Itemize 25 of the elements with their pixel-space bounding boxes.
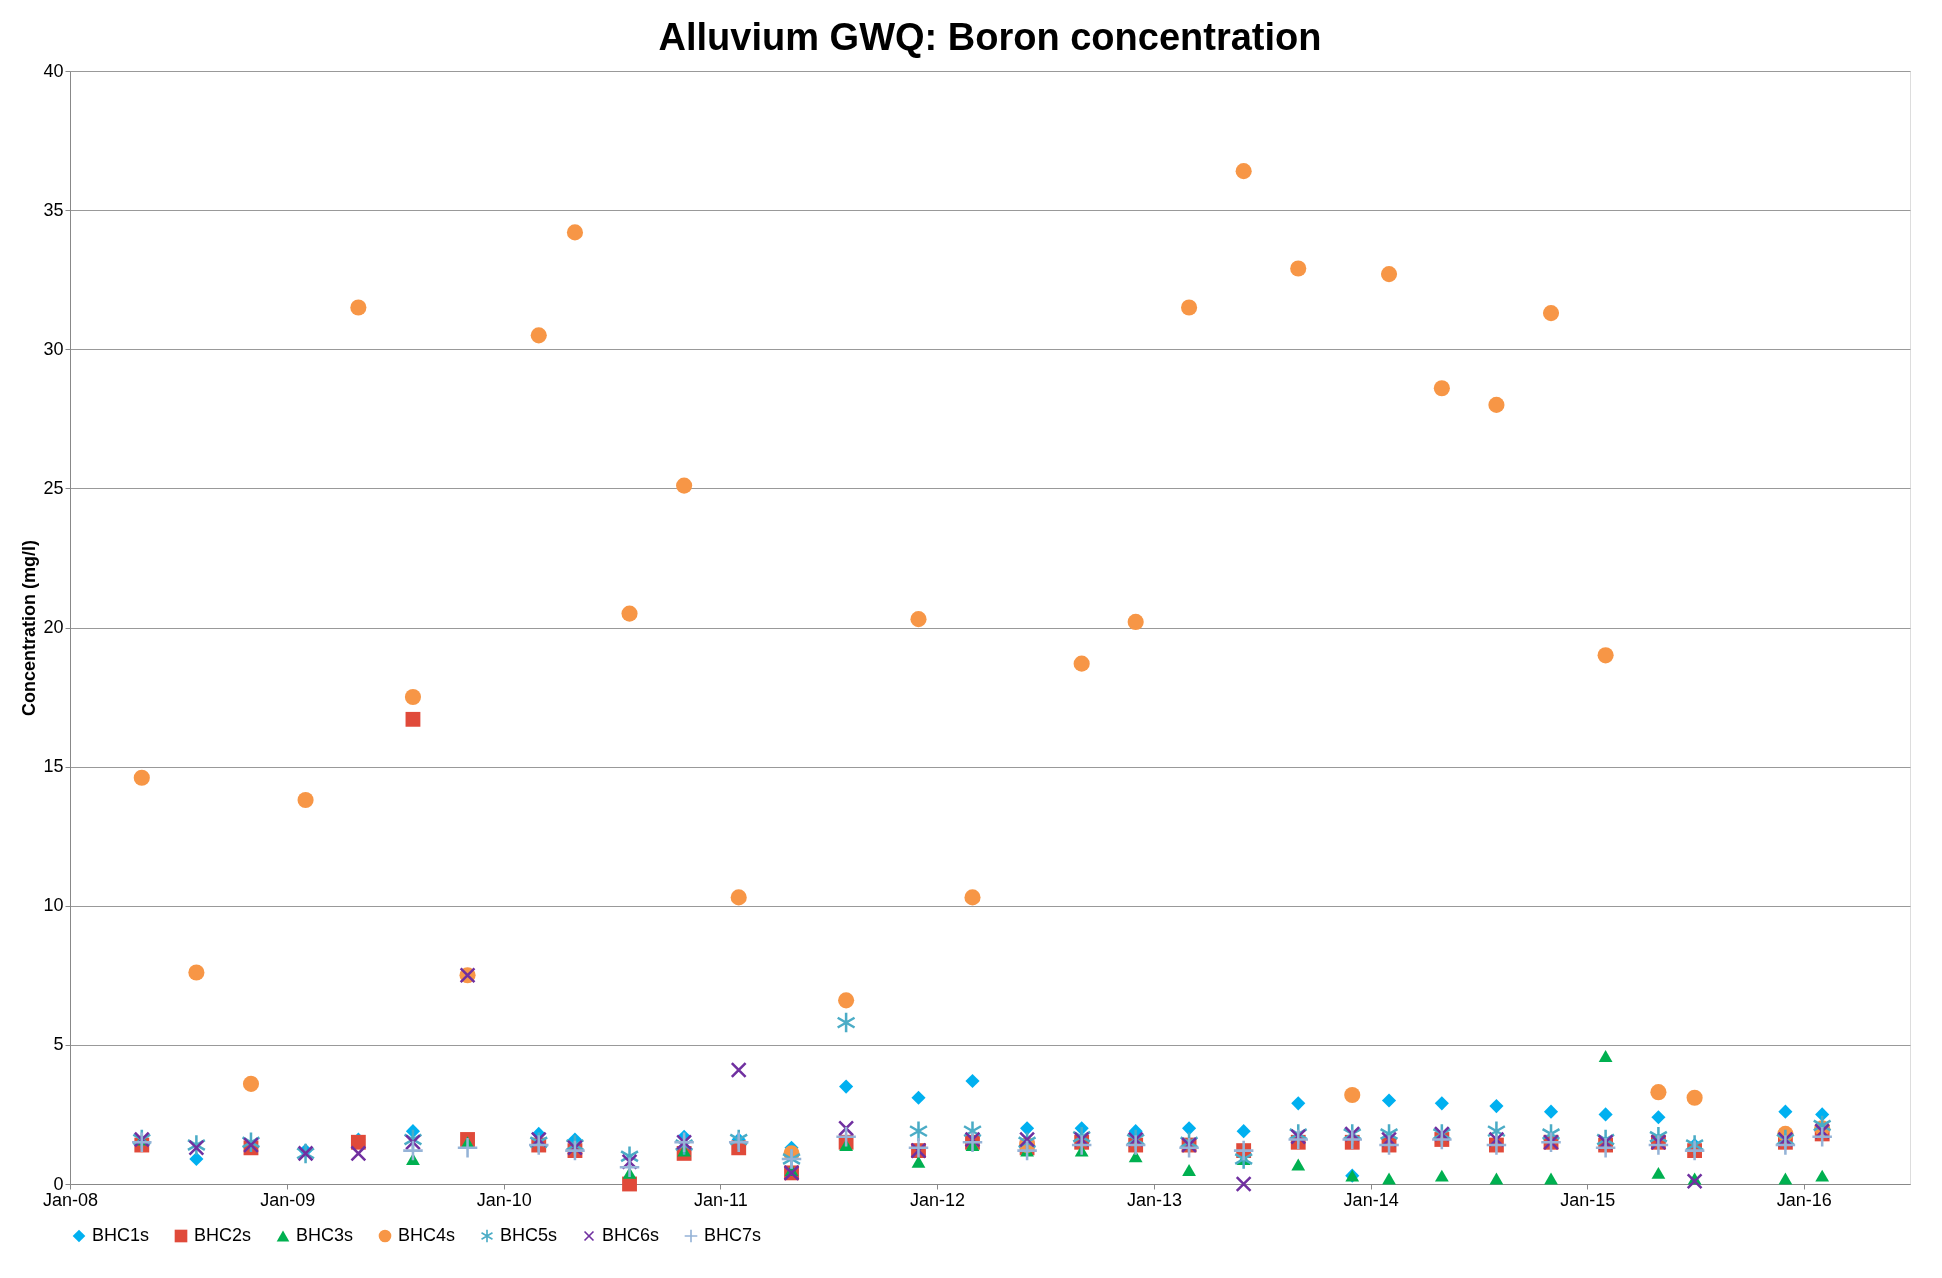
y-tick-label: 15 [43,756,64,777]
y-tick-label: 20 [43,617,64,637]
legend-label: BHC3s [296,1225,354,1245]
legend-label: BHC1s [92,1225,150,1245]
x-tick-label: Jan-12 [909,1189,965,1210]
y-tick-label: 10 [43,895,64,916]
legend-label: BHC7s [704,1225,762,1245]
x-tick-label: Jan-10 [476,1189,532,1210]
y-tick-label: 35 [43,199,64,220]
legend-label: BHC5s [500,1225,558,1245]
x-tick-label: Jan-14 [1343,1189,1399,1210]
y-axis-title: Concentration (mg/l) [19,540,40,716]
legend-label: BHC6s [602,1225,660,1245]
y-tick-label: 40 [43,60,64,81]
legend-label: BHC4s [398,1225,456,1245]
x-tick-label: Jan-09 [260,1189,316,1210]
y-tick-label: 30 [43,338,64,359]
legend-label: BHC2s [194,1225,252,1245]
chart-title: Alluvium GWQ: Boron concentration [658,16,1322,58]
y-tick-label: 5 [53,1034,64,1055]
x-tick-label: Jan-15 [1560,1189,1616,1210]
y-tick-label: 25 [43,477,64,498]
x-tick-label: Jan-11 [693,1189,748,1210]
x-tick-label: Jan-16 [1776,1189,1832,1210]
x-tick-label: Jan-13 [1127,1189,1183,1210]
